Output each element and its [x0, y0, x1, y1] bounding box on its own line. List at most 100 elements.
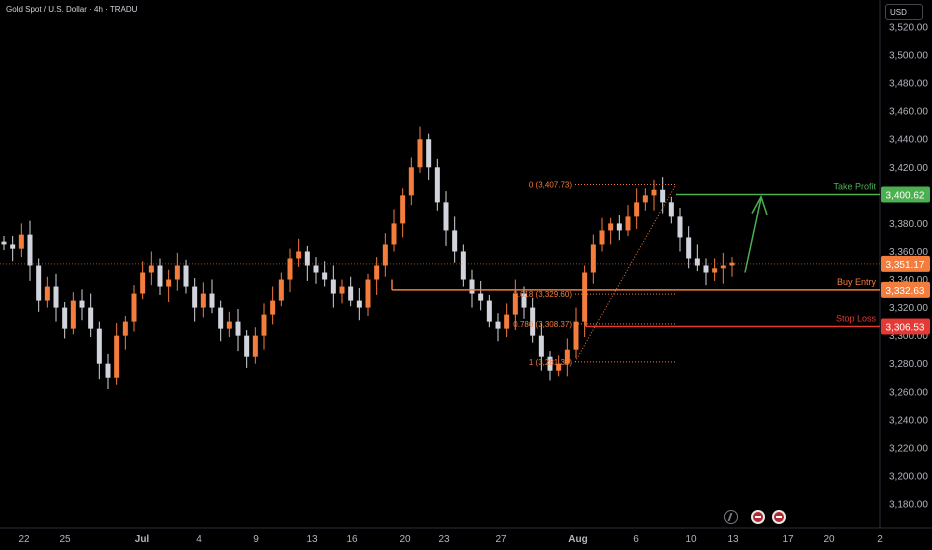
candle-body [157, 265, 163, 287]
candle-body [304, 251, 310, 266]
candle-body [556, 363, 562, 371]
candle-body [677, 216, 683, 238]
currency-button[interactable]: USD [885, 4, 923, 20]
current-price-tag: 3,351.17 [886, 260, 925, 271]
candle-body [668, 202, 674, 217]
candle-body [495, 321, 501, 329]
candle-body [703, 265, 709, 273]
trade-level-label: Buy Entry [837, 277, 877, 287]
candle-body [244, 335, 250, 357]
x-tick-label: Aug [568, 534, 587, 545]
candle-body [70, 300, 76, 329]
candle-body [634, 202, 640, 217]
x-tick-label: 13 [727, 534, 739, 545]
current-price-tag-bg [881, 255, 930, 272]
candle-body [434, 167, 440, 203]
candle-body [166, 279, 172, 287]
y-tick-label: 3,260.00 [889, 387, 928, 398]
fib-level-label: 1 (3,281.32) [529, 358, 572, 367]
trade-level-label: Stop Loss [836, 313, 877, 323]
x-tick-label: 6 [633, 534, 639, 545]
candle-body [1, 241, 7, 245]
candle-body [504, 314, 510, 329]
candle-body [53, 286, 59, 308]
y-tick-label: 3,500.00 [889, 51, 928, 62]
y-tick-label: 3,200.00 [889, 471, 928, 482]
y-tick-label: 3,440.00 [889, 135, 928, 146]
x-tick-label: 13 [306, 534, 318, 545]
y-tick-label: 3,300.00 [889, 331, 928, 342]
candle-body [226, 321, 232, 329]
candle-body [252, 335, 258, 357]
y-tick-label: 3,360.00 [889, 247, 928, 258]
candle-body [608, 223, 614, 231]
x-tick-label: 22 [18, 534, 30, 545]
candle-body [391, 223, 397, 245]
x-tick-label: 9 [253, 534, 259, 545]
candle-body [564, 349, 570, 364]
candle-body [469, 279, 475, 294]
y-tick-label: 3,460.00 [889, 107, 928, 118]
fib-level-label: 0.618 (3,329.60) [513, 290, 572, 299]
candle-body [235, 321, 241, 336]
candle-body [140, 272, 146, 294]
candle-body [96, 328, 102, 364]
candle-body [625, 216, 631, 231]
y-tick-label: 3,380.00 [889, 219, 928, 230]
candle-body [10, 244, 16, 249]
y-tick-label: 3,520.00 [889, 23, 928, 34]
candle-body [712, 268, 718, 273]
x-tick-label: 20 [823, 534, 835, 545]
candle-body [443, 202, 449, 231]
fib-level-label: 0 (3,407.73) [529, 181, 572, 190]
candle-body [642, 195, 648, 203]
y-tick-label: 3,420.00 [889, 163, 928, 174]
candle-body [582, 272, 588, 322]
candle-body [114, 335, 120, 378]
candle-body [131, 293, 137, 322]
x-tick-label: 20 [399, 534, 411, 545]
y-tick-label: 3,340.00 [889, 275, 928, 286]
candle-body [521, 293, 527, 308]
candle-body [183, 265, 189, 287]
candles [1, 126, 735, 389]
candle-body [278, 279, 284, 301]
x-tick-label: 25 [59, 534, 71, 545]
candle-body [218, 307, 224, 329]
candle-body [573, 321, 579, 350]
fib-trend-line [574, 184, 677, 363]
lightning-icon[interactable] [724, 510, 738, 524]
candle-body [330, 279, 336, 294]
event-flag-icon[interactable] [751, 510, 765, 524]
y-tick-label: 3,240.00 [889, 415, 928, 426]
trade-level-label: Take Profit [833, 181, 876, 191]
take-profit-price-tag-bg [881, 186, 930, 203]
candle-body [660, 189, 666, 203]
candle-body [62, 307, 68, 329]
event-flag-icon[interactable] [772, 510, 786, 524]
candle-body [599, 230, 605, 245]
candle-body [27, 234, 33, 266]
candle-body [18, 234, 24, 249]
candle-body [148, 265, 154, 273]
candle-body [616, 223, 622, 231]
candle-body [426, 139, 432, 168]
projection-arrow [744, 198, 762, 273]
candle-body [530, 307, 536, 336]
candle-body [452, 230, 458, 252]
y-tick-label: 3,280.00 [889, 359, 928, 370]
candle-body [651, 189, 657, 196]
candle-body [209, 293, 215, 308]
x-tick-label: 27 [495, 534, 507, 545]
candle-body [365, 279, 371, 308]
take-profit-price-tag: 3,400.62 [886, 190, 925, 201]
candle-body [322, 272, 328, 280]
candle-body [400, 195, 406, 224]
candle-body [478, 293, 484, 301]
candle-body [486, 300, 492, 322]
candle-body [200, 293, 206, 308]
candle-body [590, 244, 596, 273]
candle-body [44, 286, 50, 301]
